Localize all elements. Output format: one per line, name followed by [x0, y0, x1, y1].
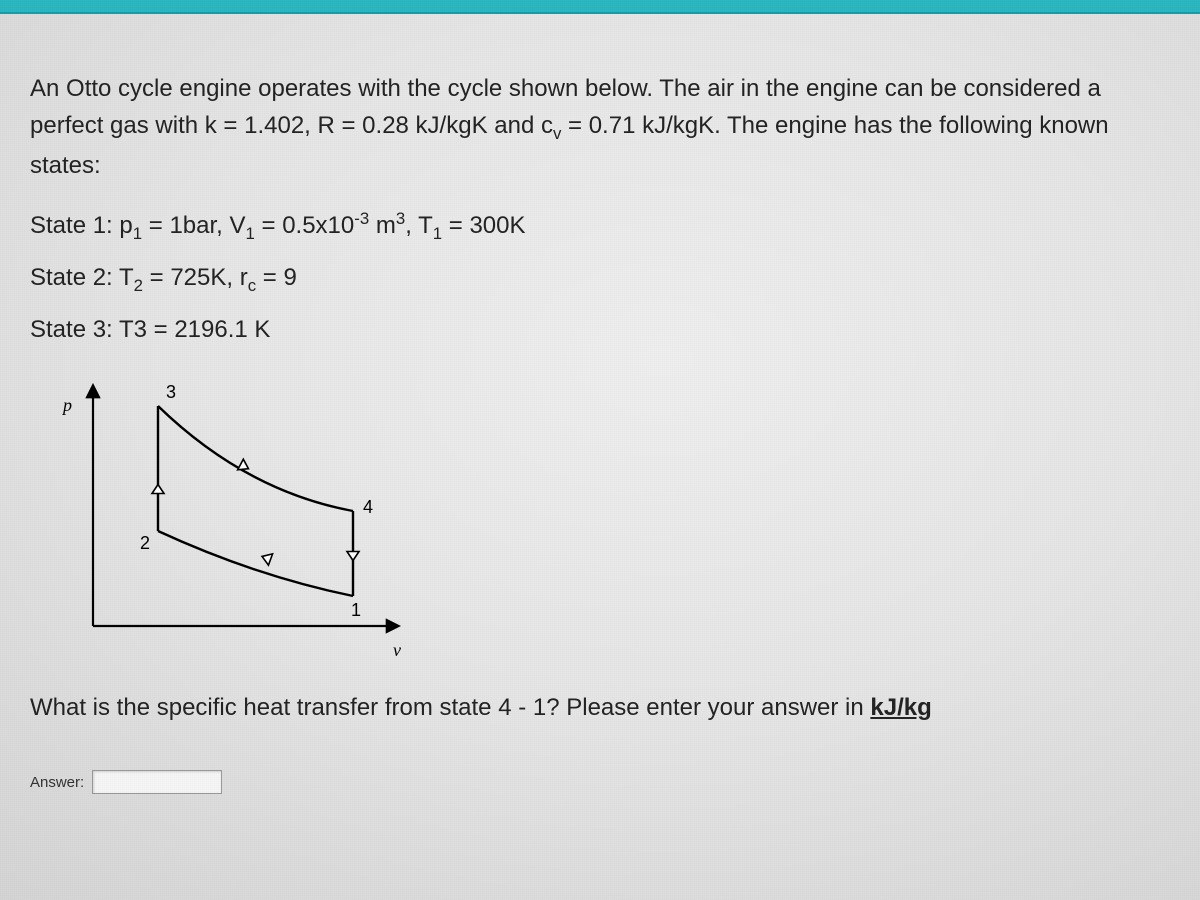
state2-pre: State 2: T [30, 264, 134, 291]
state1-mid1: = 1bar, V [142, 212, 245, 239]
state2-tail: = 9 [256, 264, 297, 291]
svg-text:2: 2 [140, 533, 150, 553]
state1-tail: = 300K [442, 212, 525, 239]
quiz-screen: An Otto cycle engine operates with the c… [0, 0, 1200, 900]
accent-top-bar [0, 0, 1200, 14]
pv-diagram: 3 2 4 1 p v [38, 366, 418, 666]
state-3: State 3: T3 = 2196.1 K [30, 312, 1170, 348]
svg-text:1: 1 [351, 600, 361, 620]
problem-intro: An Otto cycle engine operates with the c… [30, 70, 1170, 184]
state2-sub1: 2 [134, 276, 143, 295]
question-text: What is the specific heat transfer from … [30, 694, 1170, 722]
state-1: State 1: p1 = 1bar, V1 = 0.5x10-3 m3, T1… [30, 206, 1170, 246]
question-pre: What is the specific heat transfer from … [30, 694, 870, 721]
state1-mid3: m [369, 212, 396, 239]
state1-sup: -3 [354, 209, 369, 228]
question-unit: kJ/kg [870, 694, 931, 721]
content-area: An Otto cycle engine operates with the c… [0, 14, 1200, 794]
state1-sup2: 3 [396, 209, 405, 228]
state1-pre: State 1: p [30, 212, 133, 239]
state1-mid4: , T [405, 212, 433, 239]
state2-mid1: = 725K, r [143, 264, 248, 291]
svg-text:p: p [61, 395, 72, 415]
answer-input[interactable] [92, 770, 222, 794]
svg-text:4: 4 [363, 497, 373, 517]
state3-text: State 3: T3 = 2196.1 K [30, 316, 270, 343]
state1-sub1: 1 [133, 224, 142, 243]
state1-sub3: 1 [433, 224, 442, 243]
answer-label: Answer: [30, 774, 84, 791]
answer-row: Answer: [30, 770, 1170, 794]
state2-sub2: c [248, 276, 256, 295]
pv-diagram-svg: 3 2 4 1 p v [38, 366, 418, 666]
state1-sub2: 1 [246, 224, 255, 243]
svg-text:v: v [393, 640, 401, 660]
svg-text:3: 3 [166, 382, 176, 402]
state-2: State 2: T2 = 725K, rc = 9 [30, 260, 1170, 298]
state1-mid2: = 0.5x10 [255, 212, 354, 239]
